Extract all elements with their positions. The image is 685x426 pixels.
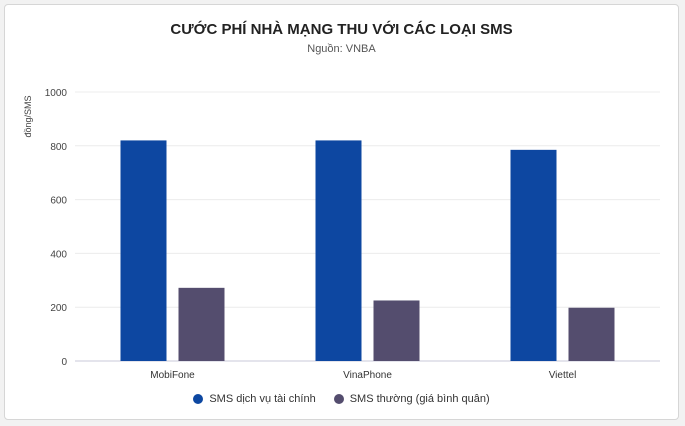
legend-label: SMS thường (giá bình quân) (349, 393, 490, 405)
legend-label: SMS dịch vụ tài chính (209, 393, 316, 405)
chart-subtitle: Nguồn: VNBA (307, 43, 376, 55)
bar (315, 140, 362, 361)
chart-card: CƯỚC PHÍ NHÀ MẠNG THU VỚI CÁC LOẠI SMS N… (4, 4, 679, 420)
y-tick-label: 600 (50, 196, 67, 207)
bar (568, 307, 615, 361)
y-axis-label: đồng/SMS (23, 95, 33, 137)
x-tick-label: Viettel (549, 370, 577, 381)
legend-item[interactable]: SMS thường (giá bình quân) (333, 393, 490, 405)
y-tick-label: 0 (61, 357, 67, 368)
y-tick-label: 200 (50, 303, 67, 314)
legend-item[interactable]: SMS dịch vụ tài chính (193, 393, 316, 405)
chart-title: CƯỚC PHÍ NHÀ MẠNG THU VỚI CÁC LOẠI SMS (170, 21, 513, 38)
x-tick-label: VinaPhone (343, 370, 392, 381)
y-tick-label: 400 (50, 249, 67, 260)
bar (510, 149, 557, 361)
bar (178, 287, 225, 361)
chart-legend: SMS dịch vụ tài chính SMS thường (giá bìn… (5, 393, 678, 405)
bar (373, 300, 420, 361)
y-tick-label: 1000 (45, 88, 68, 99)
bar (120, 140, 167, 361)
y-tick-label: 800 (50, 142, 67, 153)
legend-marker (193, 394, 204, 404)
x-tick-label: MobiFone (150, 370, 195, 381)
legend-marker (333, 394, 344, 404)
bar-chart-plot: 0 200 400 600 800 1000 đồng/SMS MobiFone VinaPho… (23, 88, 660, 381)
